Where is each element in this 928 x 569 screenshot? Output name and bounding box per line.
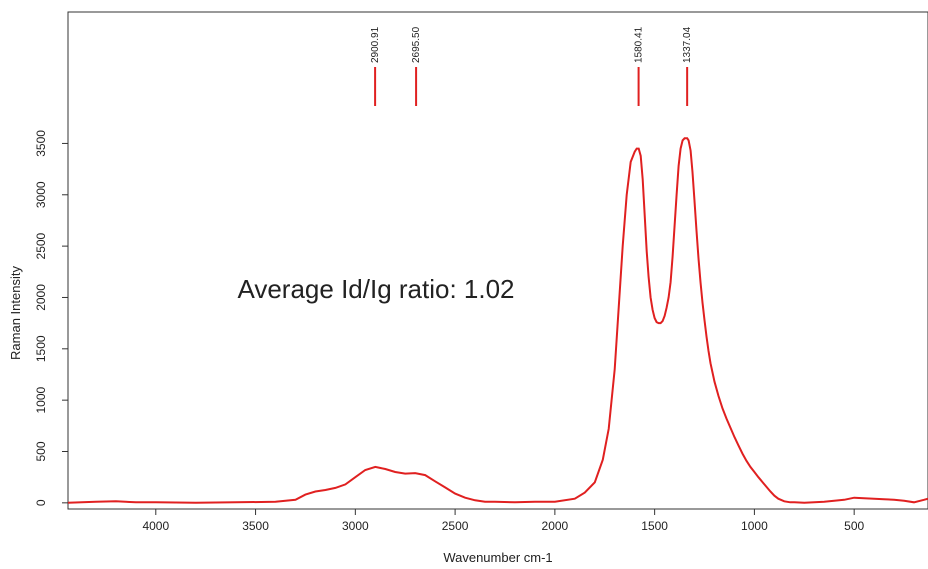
peak-marker-label: 2695.50 bbox=[411, 26, 422, 63]
x-tick-label: 3000 bbox=[342, 519, 369, 533]
y-axis: 0 500 1000 1500 2000 2500 3000 3500 bbox=[34, 130, 68, 506]
peak-marker-label: 1580.41 bbox=[634, 26, 645, 63]
plot-frame bbox=[67, 11, 928, 510]
y-tick-label: 0 bbox=[34, 499, 48, 506]
y-tick-label: 3000 bbox=[34, 181, 48, 208]
y-tick-label: 3500 bbox=[34, 130, 48, 157]
x-axis: 4000 3500 3000 2500 2000 1500 1000 500 bbox=[142, 509, 865, 533]
peak-marker-label: 1337.04 bbox=[682, 26, 693, 63]
x-tick-label: 4000 bbox=[142, 519, 169, 533]
x-tick-label: 1000 bbox=[741, 519, 768, 533]
x-tick-label: 500 bbox=[844, 519, 864, 533]
x-axis-title: Wavenumber cm-1 bbox=[443, 550, 552, 565]
x-tick-label: 2000 bbox=[542, 519, 569, 533]
y-tick-label: 1500 bbox=[34, 335, 48, 362]
y-tick-label: 2000 bbox=[34, 284, 48, 311]
peak-markers: 2900.91 2695.50 1580.41 1337.04 bbox=[370, 26, 693, 106]
y-tick-label: 2500 bbox=[34, 232, 48, 259]
x-tick-label: 2500 bbox=[442, 519, 469, 533]
y-tick-label: 500 bbox=[34, 441, 48, 461]
y-axis-title: Raman Intensity bbox=[8, 266, 23, 360]
x-tick-label: 1500 bbox=[641, 519, 668, 533]
x-tick-label: 3500 bbox=[242, 519, 269, 533]
y-tick-label: 1000 bbox=[34, 386, 48, 413]
annotation-text: Average Id/Ig ratio: 1.02 bbox=[237, 274, 514, 304]
spectrum-line bbox=[67, 137, 928, 504]
peak-marker-label: 2900.91 bbox=[370, 26, 381, 63]
